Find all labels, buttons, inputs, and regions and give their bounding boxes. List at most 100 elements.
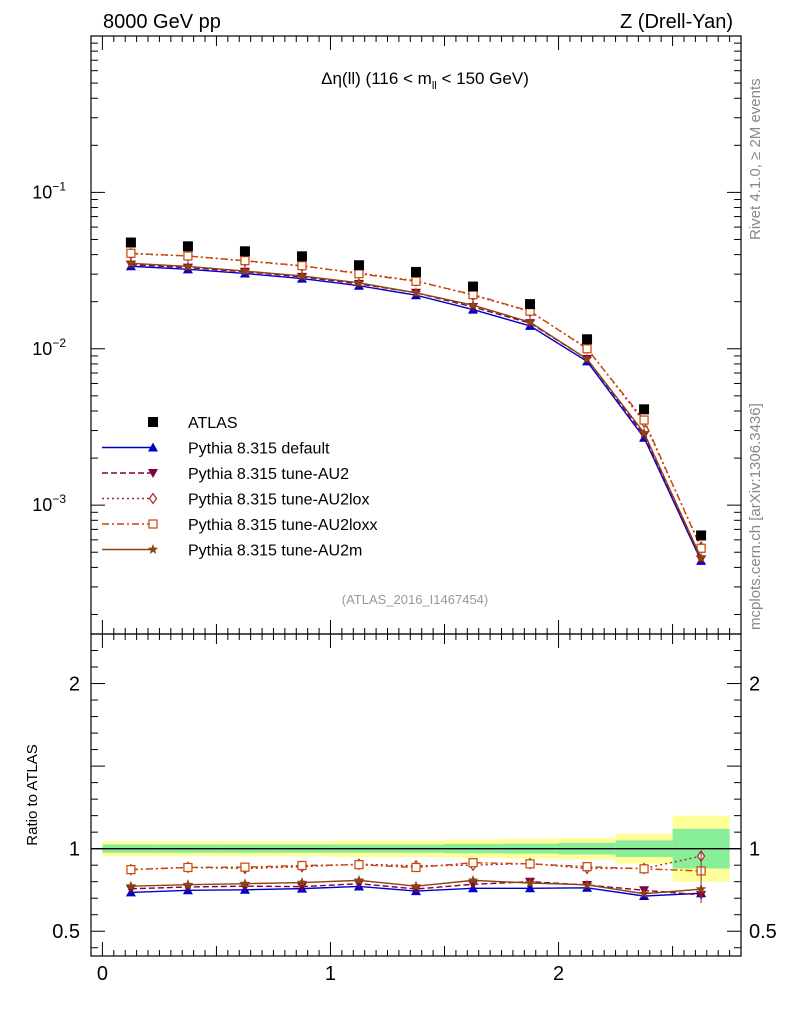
ratio-point-au2m <box>467 874 479 885</box>
main-point-au2m <box>239 265 251 276</box>
ratio-point-au2loxx <box>468 858 478 868</box>
legend-marker-au2 <box>148 469 158 478</box>
ratio-point-au2m <box>638 888 650 899</box>
ytick-exponent: −2 <box>52 336 66 350</box>
ratio-point-au2m <box>581 879 593 890</box>
ytick-base: 10 <box>32 495 52 515</box>
xtick-label: 1 <box>325 963 336 985</box>
xtick-label: 0 <box>97 963 108 985</box>
ratio-point-au2m <box>125 880 137 891</box>
ratio-frame <box>90 633 742 957</box>
main-point-au2loxx <box>411 276 421 286</box>
ratio-ytick-label-left: 2 <box>69 674 80 696</box>
ratio-point-au2loxx <box>582 862 592 872</box>
main-point-au2loxx <box>297 261 307 271</box>
legend: ATLAS Pythia 8.315 default Pythia 8.315 tu… <box>102 415 377 560</box>
legend-label-default: Pythia 8.315 default <box>188 441 330 458</box>
ratio-point-au2m <box>524 877 536 888</box>
side-label-bottom: mcplots.cern.ch [arXiv:1306.3436] <box>747 403 764 630</box>
ratio-line-au2 <box>130 880 702 896</box>
ratio-point-au2loxx <box>411 862 421 873</box>
legend-label-au2lox: Pythia 8.315 tune-AU2lox <box>188 492 369 509</box>
main-point-au2m <box>296 270 308 281</box>
analysis-id: (ATLAS_2016_I1467454) <box>342 592 488 607</box>
main-point-au2m <box>524 316 536 327</box>
main-ytick-label: 10−2 <box>32 336 66 359</box>
main-point-atlas <box>353 260 364 271</box>
main-line-au2 <box>130 263 702 560</box>
main-point-atlas <box>639 404 650 415</box>
main-point-au2loxx <box>582 344 592 354</box>
main-title-post: < 150 GeV) <box>437 69 529 88</box>
header-right: Z (Drell-Yan) <box>620 11 733 33</box>
ytick-base: 10 <box>32 339 52 359</box>
ytick-exponent: −3 <box>52 492 66 506</box>
legend-marker-au2m <box>147 544 159 554</box>
main-point-au2m <box>581 353 593 364</box>
main-point-au2loxx <box>468 290 478 300</box>
main-point-au2loxx <box>354 269 364 279</box>
header-left: 8000 GeV pp <box>103 11 221 33</box>
side-label-top: Rivet 4.1.0, ≥ 2M events <box>747 78 764 240</box>
ratio-point-au2loxx <box>126 865 136 875</box>
main-point-atlas <box>411 266 421 277</box>
ratio-point-au2m <box>296 877 308 887</box>
main-point-atlas <box>239 246 250 257</box>
main-point-au2loxx <box>639 415 649 425</box>
ratio-point-au2loxx <box>240 862 250 872</box>
ratio-ytick-label-left: 0.5 <box>52 921 80 943</box>
main-ytick-label: 10−3 <box>32 492 66 515</box>
legend-marker-default <box>148 442 158 452</box>
ratio-point-au2loxx <box>354 860 364 870</box>
main-title-sub: ll <box>432 80 437 92</box>
legend-label-atlas: ATLAS <box>188 415 238 432</box>
legend-label-au2: Pythia 8.315 tune-AU2 <box>188 466 349 483</box>
main-point-au2m <box>695 552 707 563</box>
main-point-au2m <box>353 277 365 288</box>
ratio-ytick-label-right: 1 <box>749 839 760 861</box>
main-point-atlas <box>525 299 536 310</box>
ratio-point-au2m <box>410 880 422 891</box>
main-point-au2m <box>467 299 479 310</box>
legend-marker-au2lox <box>148 492 158 505</box>
ratio-ytick-label-left: 1 <box>69 839 80 861</box>
ratio-point-au2 <box>125 884 136 894</box>
side-top-ge: ≥ <box>747 152 764 160</box>
legend-marker-au2loxx <box>148 519 158 529</box>
main-point-atlas <box>125 237 136 248</box>
ratio-point-au2loxx <box>639 864 649 874</box>
legend-marker-atlas <box>148 417 158 427</box>
main-point-atlas <box>296 251 307 262</box>
main-panel-title: Δη(ll) (116 < mll < 150 GeV) <box>321 69 529 92</box>
ratio-point-au2m <box>182 879 194 890</box>
ytick-exponent: −1 <box>52 179 66 193</box>
main-point-au2loxx <box>183 251 193 261</box>
ratio-point-au2m <box>239 878 251 889</box>
side-top-pre: Rivet 4.1.0, <box>747 160 764 240</box>
main-point-au2m <box>182 260 194 271</box>
ratio-point-au2m <box>353 874 365 885</box>
main-point-au2m <box>125 257 137 268</box>
xtick-label: 2 <box>553 963 564 985</box>
ratio-point-default <box>525 883 536 893</box>
ratio-point-au2loxx <box>297 860 307 871</box>
main-title-pre: Δη(ll) (116 < m <box>321 69 432 88</box>
ratio-ytick-label-right: 0.5 <box>749 921 777 943</box>
legend-label-au2m: Pythia 8.315 tune-AU2m <box>188 543 362 560</box>
main-point-atlas <box>696 530 707 541</box>
main-point-au2m <box>410 287 422 298</box>
main-point-au2loxx <box>240 256 250 266</box>
legend-label-au2loxx: Pythia 8.315 tune-AU2loxx <box>188 517 377 534</box>
main-point-au2m <box>638 427 650 438</box>
main-point-atlas <box>468 281 479 292</box>
ratio-panel: 0.5 0.5 1 1 2 2 0 1 2 <box>52 633 777 985</box>
ratio-ylabel: Ratio to ATLAS <box>24 744 41 845</box>
ratio-ytick-label-right: 2 <box>749 674 760 696</box>
main-point-atlas <box>182 241 193 252</box>
ytick-base: 10 <box>32 182 52 202</box>
side-top-post: 2M events <box>747 78 764 151</box>
ratio-point-au2 <box>411 884 421 894</box>
main-point-atlas <box>582 334 593 345</box>
main-ytick-label: 10−1 <box>32 179 66 202</box>
